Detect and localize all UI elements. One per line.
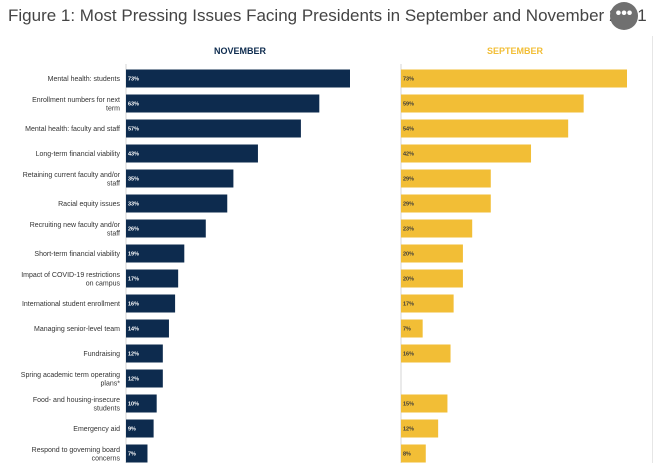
chart-title: Figure 1: Most Pressing Issues Facing Pr… xyxy=(8,6,647,25)
category-label: Emergency aid xyxy=(73,426,120,433)
bar-november xyxy=(126,169,234,188)
bar-september xyxy=(401,294,454,313)
category-label: Fundraising xyxy=(83,351,120,358)
bar-september xyxy=(401,244,463,263)
data-label-november: 12% xyxy=(128,377,139,383)
data-label-november: 26% xyxy=(128,227,139,233)
bar-november xyxy=(126,244,185,263)
bar-september xyxy=(401,194,491,213)
data-label-november: 17% xyxy=(128,277,139,283)
data-label-november: 12% xyxy=(128,352,139,358)
data-label-november: 43% xyxy=(128,152,139,158)
data-label-september: 59% xyxy=(403,102,414,108)
data-label-september: 73% xyxy=(403,77,414,83)
data-label-november: 19% xyxy=(128,252,139,258)
category-label: Recruiting new faculty and/or staff xyxy=(30,222,121,238)
chart-frame: NOVEMBER SEPTEMBER Mental health: students… xyxy=(0,36,653,463)
series-header-november: NOVEMBER xyxy=(214,46,267,56)
bar-september xyxy=(401,269,463,288)
category-label: Impact of COVID-19 restrictions on campus xyxy=(21,272,120,288)
data-label-november: 7% xyxy=(128,452,136,458)
data-label-september: 20% xyxy=(403,252,414,258)
data-label-november: 10% xyxy=(128,402,139,408)
data-label-september: 12% xyxy=(403,427,414,433)
category-label: Long-term financial viability xyxy=(36,151,121,158)
more-horizontal-icon: ••• xyxy=(615,5,633,22)
data-label-september: 29% xyxy=(403,177,414,183)
data-label-september: 8% xyxy=(403,452,411,458)
bar-november xyxy=(126,119,301,138)
bar-september xyxy=(401,144,532,163)
bar-november xyxy=(126,69,350,88)
bar-november xyxy=(126,269,179,288)
data-label-september: 7% xyxy=(403,327,411,333)
category-label: Food- and housing-insecure students xyxy=(33,397,121,413)
category-label: Retaining current faculty and/or staff xyxy=(23,172,121,188)
bar-september xyxy=(401,444,426,463)
data-label-september: 29% xyxy=(403,202,414,208)
category-label: International student enrollment xyxy=(22,301,120,308)
category-label: Racial equity issues xyxy=(58,201,120,208)
bar-november xyxy=(126,294,176,313)
data-label-september: 15% xyxy=(403,402,414,408)
data-label-september: 23% xyxy=(403,227,414,233)
more-options-button[interactable]: ••• xyxy=(610,2,638,30)
bar-november xyxy=(126,419,154,438)
category-label: Mental health: faculty and staff xyxy=(25,126,120,133)
bar-november xyxy=(126,344,163,363)
bar-november xyxy=(126,369,163,388)
category-label: Mental health: students xyxy=(48,76,121,83)
data-label-november: 63% xyxy=(128,102,139,108)
data-label-november: 9% xyxy=(128,427,136,433)
data-label-november: 14% xyxy=(128,327,139,333)
bar-november xyxy=(126,219,206,238)
series-header-september: SEPTEMBER xyxy=(487,46,544,56)
bar-november xyxy=(126,94,320,113)
data-label-november: 73% xyxy=(128,77,139,83)
bar-chart: NOVEMBER SEPTEMBER Mental health: students… xyxy=(21,46,627,463)
bar-september xyxy=(401,94,584,113)
bar-september xyxy=(401,69,627,88)
bar-november xyxy=(126,144,258,163)
data-label-september: 42% xyxy=(403,152,414,158)
data-label-november: 16% xyxy=(128,302,139,308)
bar-november xyxy=(126,194,228,213)
data-label-november: 35% xyxy=(128,177,139,183)
category-label: Respond to governing board concerns xyxy=(32,447,121,463)
bar-september xyxy=(401,344,451,363)
bar-september xyxy=(401,394,448,413)
bar-september xyxy=(401,319,423,338)
bar-september xyxy=(401,119,569,138)
bar-september xyxy=(401,219,473,238)
data-label-september: 20% xyxy=(403,277,414,283)
data-label-september: 54% xyxy=(403,127,414,133)
category-label: Enrollment numbers for next term xyxy=(32,97,120,113)
data-label-september: 17% xyxy=(403,302,414,308)
bar-november xyxy=(126,394,157,413)
bar-september xyxy=(401,169,491,188)
data-label-november: 33% xyxy=(128,202,139,208)
bar-november xyxy=(126,319,169,338)
data-label-november: 57% xyxy=(128,127,139,133)
data-label-september: 16% xyxy=(403,352,414,358)
category-label: Spring academic term operating plans* xyxy=(21,372,120,388)
category-label: Short-term financial viability xyxy=(34,251,120,258)
bar-november xyxy=(126,444,148,463)
category-label: Managing senior-level team xyxy=(34,326,120,333)
bar-september xyxy=(401,419,439,438)
